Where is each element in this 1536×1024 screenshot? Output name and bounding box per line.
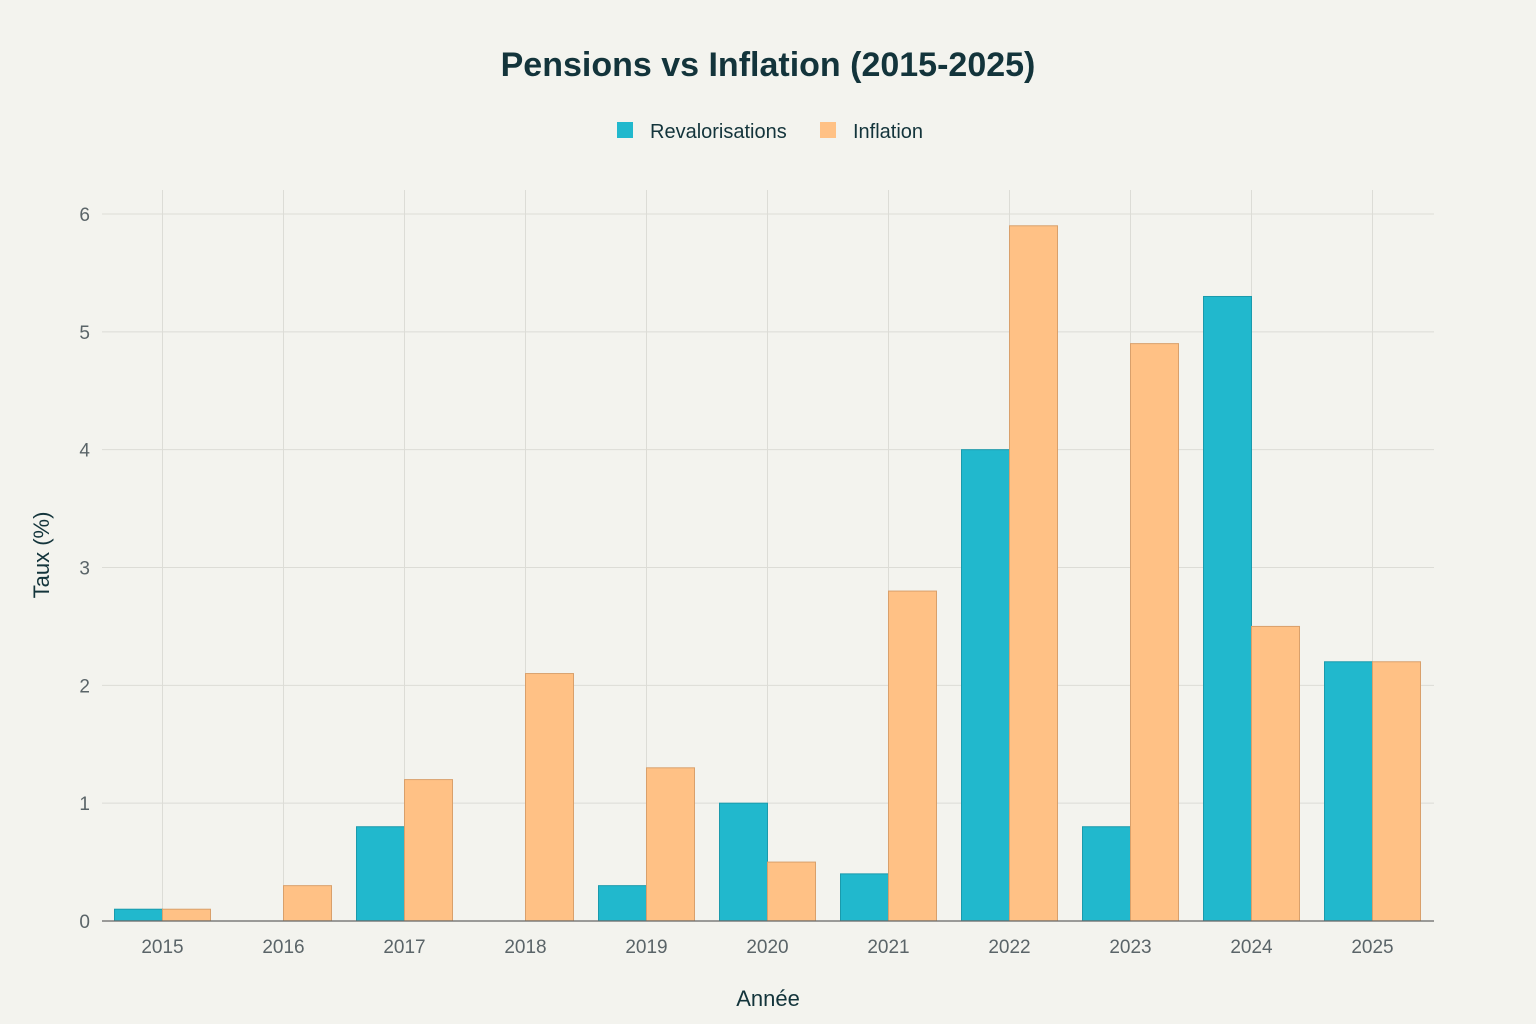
x-tick-label: 2019 bbox=[625, 937, 667, 958]
x-tick-label: 2023 bbox=[1109, 937, 1151, 958]
x-tick-label: 2024 bbox=[1230, 937, 1273, 958]
y-tick-label: 5 bbox=[79, 323, 90, 344]
chart-title: Pensions vs Inflation (2015-2025) bbox=[501, 46, 1036, 84]
bar-revalorisations bbox=[840, 873, 889, 922]
bar-revalorisations bbox=[719, 802, 768, 922]
x-axis-label: Année bbox=[736, 986, 800, 1011]
x-tick-label: 2020 bbox=[746, 937, 788, 958]
x-tick-label: 2018 bbox=[504, 937, 546, 958]
bar-inflation bbox=[162, 908, 211, 922]
bar-inflation bbox=[404, 779, 453, 922]
bar-inflation bbox=[283, 885, 332, 922]
legend-label-inflation: Inflation bbox=[853, 121, 923, 143]
bar-inflation bbox=[1130, 343, 1179, 922]
y-tick-label: 2 bbox=[79, 676, 90, 697]
bar-inflation bbox=[767, 861, 816, 922]
y-tick-label: 0 bbox=[79, 912, 90, 933]
bar-inflation bbox=[1372, 661, 1421, 922]
x-tick-label: 2025 bbox=[1351, 937, 1393, 958]
y-axis-label: Taux (%) bbox=[29, 512, 54, 599]
x-tick-label: 2021 bbox=[867, 937, 909, 958]
bar-revalorisations bbox=[961, 449, 1010, 922]
bar-revalorisations bbox=[356, 826, 405, 922]
bar-revalorisations bbox=[1082, 826, 1131, 922]
bar-inflation bbox=[1251, 625, 1300, 922]
bar-revalorisations bbox=[1203, 295, 1252, 922]
bar-inflation bbox=[1009, 225, 1058, 922]
x-tick-label: 2016 bbox=[262, 937, 304, 958]
legend-label-revalorisations: Revalorisations bbox=[650, 121, 787, 143]
legend-swatch-revalorisations bbox=[617, 122, 633, 138]
bar-inflation bbox=[525, 673, 574, 922]
legend-swatch-inflation bbox=[820, 122, 836, 138]
bar-revalorisations bbox=[114, 908, 163, 922]
bar-revalorisations bbox=[1324, 661, 1373, 922]
axes: 0 1 2 3 4 5 6 2015 2016 2017 2018 2019 2020 2021 2022 2… bbox=[79, 205, 1434, 958]
y-tick-label: 3 bbox=[79, 559, 90, 580]
bars bbox=[114, 225, 1421, 922]
x-tick-label: 2015 bbox=[141, 937, 183, 958]
y-tick-label: 6 bbox=[79, 205, 90, 226]
bar-inflation bbox=[646, 767, 695, 922]
y-tick-label: 4 bbox=[79, 441, 90, 462]
x-tick-label: 2022 bbox=[988, 937, 1030, 958]
bar-inflation bbox=[888, 590, 937, 922]
x-tick-label: 2017 bbox=[383, 937, 425, 958]
bar-revalorisations bbox=[598, 885, 647, 922]
y-tick-label: 1 bbox=[79, 794, 90, 815]
legend: Revalorisations Inflation bbox=[617, 121, 923, 143]
